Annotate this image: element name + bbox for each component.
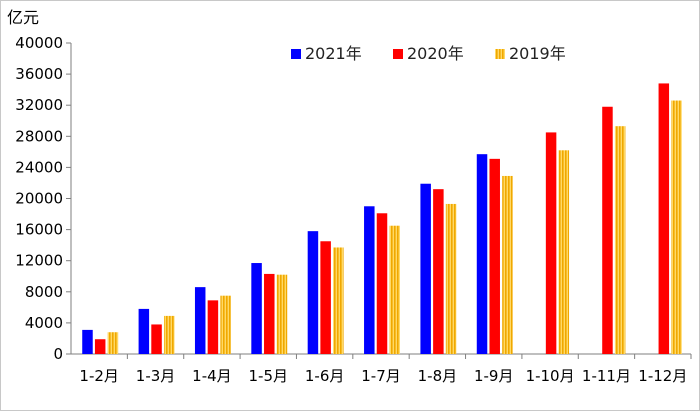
x-tick-label: 1-12月 [638, 367, 687, 385]
bar-2019年-1-6月 [333, 247, 344, 354]
x-tick-label: 1-3月 [136, 367, 176, 385]
bar-2021年-1-9月 [476, 154, 488, 354]
y-tick-label: 8000 [25, 283, 63, 301]
bar-2021年-1-6月 [307, 231, 319, 354]
y-tick-label: 28000 [15, 127, 63, 145]
bar-2021年-1-2月 [82, 329, 93, 354]
y-axis-unit-label: 亿元 [7, 8, 39, 27]
x-tick-label: 1-10月 [526, 367, 575, 385]
bar-2021年-1-3月 [138, 308, 150, 354]
legend-entry: 2021年 [305, 44, 362, 63]
legend-entry: 2019年 [509, 44, 566, 63]
legend: 2021年 2020年 2019年 [291, 44, 566, 63]
x-tick-label: 1-5月 [249, 367, 289, 385]
x-tick-label: 1-6月 [305, 367, 345, 385]
x-tick-label: 1-4月 [192, 367, 232, 385]
bar-2020年-1-2月 [94, 339, 106, 354]
bar-2021年-1-7月 [364, 206, 375, 354]
y-tick-label: 24000 [15, 158, 63, 176]
bar-2019年-1-2月 [107, 332, 119, 354]
y-tick-label: 20000 [15, 190, 63, 208]
bar-2019年-1-5月 [276, 274, 288, 354]
legend-entry: 2020年 [407, 44, 464, 63]
bar-2019年-1-9月 [502, 175, 513, 354]
bar-2019年-1-10月 [558, 150, 570, 354]
x-tick-label: 1-9月 [474, 367, 514, 385]
bar-2019年-1-4月 [220, 295, 231, 354]
x-tick-label: 1-11月 [582, 367, 631, 385]
y-tick-label: 32000 [15, 96, 63, 114]
bar-2020年-1-11月 [602, 106, 613, 354]
bar-2019年-1-12月 [671, 100, 682, 354]
bar-2020年-1-8月 [433, 189, 444, 354]
bar-2020年-1-5月 [264, 273, 275, 354]
x-tick-label: 1-2月 [79, 367, 119, 385]
bar-2021年-1-4月 [194, 287, 206, 354]
y-tick-label: 16000 [15, 221, 63, 239]
y-tick-label: 4000 [25, 314, 63, 332]
bar-2020年-1-6月 [320, 241, 331, 354]
y-tick-label: 40000 [15, 34, 63, 52]
bar-2019年-1-7月 [389, 225, 400, 354]
x-tick-label: 1-7月 [361, 367, 401, 385]
legend-swatch [495, 49, 505, 59]
bar-2019年-1-8月 [445, 203, 457, 354]
bar-2020年-1-7月 [376, 213, 388, 354]
bar-2019年-1-3月 [163, 315, 175, 354]
bar-2021年-1-8月 [420, 183, 431, 354]
legend-swatch [291, 49, 301, 59]
bar-2020年-1-9月 [489, 158, 500, 354]
bar-2020年-1-10月 [545, 132, 557, 354]
x-tick-label: 1-8月 [418, 367, 458, 385]
bar-2020年-1-3月 [151, 324, 162, 354]
bar-2020年-1-12月 [658, 83, 670, 355]
y-tick-label: 0 [53, 345, 63, 363]
bar-2021年-1-5月 [251, 263, 262, 354]
plot-area: 0 4000 8000 12000 16000 20000 24000 28000 32000 3… [15, 34, 692, 385]
y-tick-label: 12000 [15, 252, 63, 270]
legend-swatch [393, 49, 403, 59]
bar-2020年-1-4月 [207, 300, 219, 354]
y-tick-label: 36000 [15, 65, 63, 83]
bar-2019年-1-11月 [614, 126, 626, 354]
